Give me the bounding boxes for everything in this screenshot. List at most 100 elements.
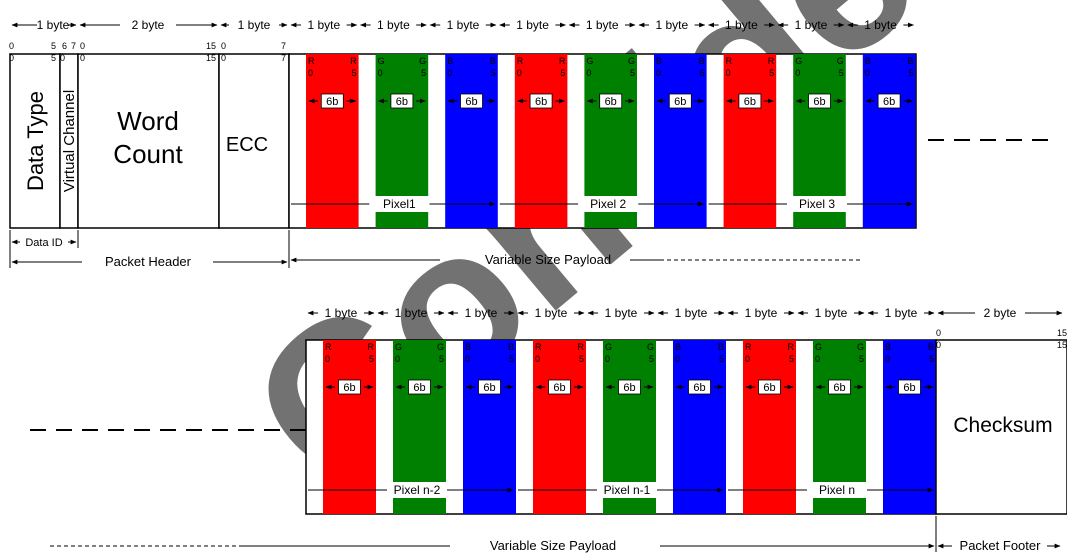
bits-label: 6b	[326, 96, 338, 108]
byte-label: 1 byte	[745, 306, 778, 320]
footer-brackets: Variable Size Payload Packet Footer	[50, 516, 1061, 553]
red-channel-block	[323, 340, 376, 514]
bits-box	[529, 93, 553, 109]
channel-letter: R	[788, 342, 795, 352]
bit-index-label: 0	[656, 68, 661, 78]
blue-channel-block	[862, 54, 916, 228]
bit-index-label: 0	[936, 328, 941, 338]
bit-index-label: 15	[1057, 328, 1067, 338]
byte-label: 1 byte	[655, 18, 688, 32]
bit-index-label: 5	[649, 354, 654, 364]
channel-letter: B	[447, 56, 453, 66]
blue-channel-block	[883, 340, 936, 514]
bit-index-label: 5	[859, 354, 864, 364]
bits-box	[808, 93, 831, 109]
byte-label: 1 byte	[725, 18, 758, 32]
bit-index-label: 5	[719, 354, 724, 364]
channel-letter: G	[605, 342, 612, 352]
bits-box	[828, 379, 851, 395]
pixel-label: Pixel n-2	[394, 483, 441, 497]
bit-index-label: 5	[51, 41, 56, 51]
pixel-label: Pixel n-1	[604, 483, 651, 497]
pixel-label: Pixel1	[383, 197, 416, 211]
bit-index-label: 0	[517, 68, 522, 78]
bits-box	[390, 93, 414, 109]
bits-label: 6b	[535, 96, 547, 108]
byte-label: 1 byte	[516, 18, 549, 32]
blue-channel-block	[463, 340, 516, 514]
bit-index-label: 0	[586, 68, 591, 78]
bits-box	[668, 93, 692, 109]
channel-letter: G	[586, 56, 593, 66]
blue-channel-block	[654, 54, 707, 228]
bit-index-label: 7	[281, 41, 286, 51]
bit-index-label: 5	[700, 68, 705, 78]
bit-index-label: 5	[769, 68, 774, 78]
bit-index-label: 15	[206, 41, 216, 51]
checksum-box	[935, 339, 1067, 515]
pixel-label-bg	[578, 196, 639, 212]
pixel-label-bg	[807, 482, 867, 498]
channel-letter: B	[508, 342, 514, 352]
channel-letter: B	[699, 56, 705, 66]
byte-label: 1 byte	[535, 306, 568, 320]
red-channel-block	[743, 340, 796, 514]
bits-box	[758, 379, 781, 395]
payload-channels-bottom: R 0 R 5 6b G 0 G 5 6b B 0 B 5 6b R 0 R 5 6b G 0 G 5 6b B 0 B 5 6b R 0 R 5…	[308, 340, 936, 514]
bit-index-label: 0	[9, 41, 14, 51]
bits-label: 6b	[763, 382, 775, 394]
pixel-label: Pixel 2	[590, 197, 626, 211]
bit-index-label: 0	[221, 53, 226, 63]
channel-letter: R	[768, 56, 775, 66]
bits-box	[320, 93, 344, 109]
bit-index-label: 0	[936, 340, 941, 350]
channel-letter: R	[726, 56, 733, 66]
bit-index-label: 0	[535, 354, 540, 364]
byte-label: 1 byte	[605, 306, 638, 320]
channel-letter: R	[559, 56, 566, 66]
channel-letter: B	[490, 56, 496, 66]
channel-letter: B	[928, 342, 934, 352]
bits-label: 6b	[605, 96, 617, 108]
byte-markers-payload-bottom: 1 byte 1 byte 1 byte 1 byte 1 byte 1 byte 1 by…	[307, 306, 935, 320]
channel-letter: G	[378, 56, 385, 66]
bits-label: 6b	[343, 382, 355, 394]
bits-label: 6b	[674, 96, 686, 108]
byte-label: 1 byte	[815, 306, 848, 320]
bit-index-label: 5	[509, 354, 514, 364]
byte-label: 1 byte	[675, 306, 708, 320]
bit-index-label: 0	[885, 354, 890, 364]
channel-letter: G	[857, 342, 864, 352]
bit-index-label: 5	[491, 68, 496, 78]
channel-letter: R	[368, 342, 375, 352]
word-count-label-line2: Count	[113, 139, 183, 169]
blue-channel-block	[445, 54, 498, 228]
bit-index-label: 0	[60, 53, 65, 63]
bits-label: 6b	[903, 382, 915, 394]
bits-label: 6b	[483, 382, 495, 394]
payload-label: Variable Size Payload	[485, 252, 611, 267]
bit-index-label: 5	[630, 68, 635, 78]
bits-label: 6b	[553, 382, 565, 394]
bit-index-label: 0	[675, 354, 680, 364]
byte-label: 1 byte	[37, 18, 70, 32]
channel-letter: R	[535, 342, 542, 352]
byte-label: 1 byte	[885, 306, 918, 320]
bit-index-label: 7	[71, 41, 76, 51]
channel-letter: G	[395, 342, 402, 352]
pixel-label: Pixel n	[819, 483, 855, 497]
byte-label: 1 byte	[325, 306, 358, 320]
bits-box	[599, 93, 623, 109]
bit-index-label: 7	[281, 53, 286, 63]
bits-label: 6b	[744, 96, 756, 108]
bit-index-label: 5	[439, 354, 444, 364]
channel-letter: G	[647, 342, 654, 352]
bit-index-label: 5	[839, 68, 844, 78]
bit-index-label: 5	[369, 354, 374, 364]
packet-header-label: Packet Header	[105, 254, 192, 269]
byte-label: 1 byte	[238, 18, 271, 32]
bit-index-label: 0	[465, 354, 470, 364]
channel-letter: B	[907, 56, 913, 66]
pixel-label: Pixel 3	[799, 197, 835, 211]
